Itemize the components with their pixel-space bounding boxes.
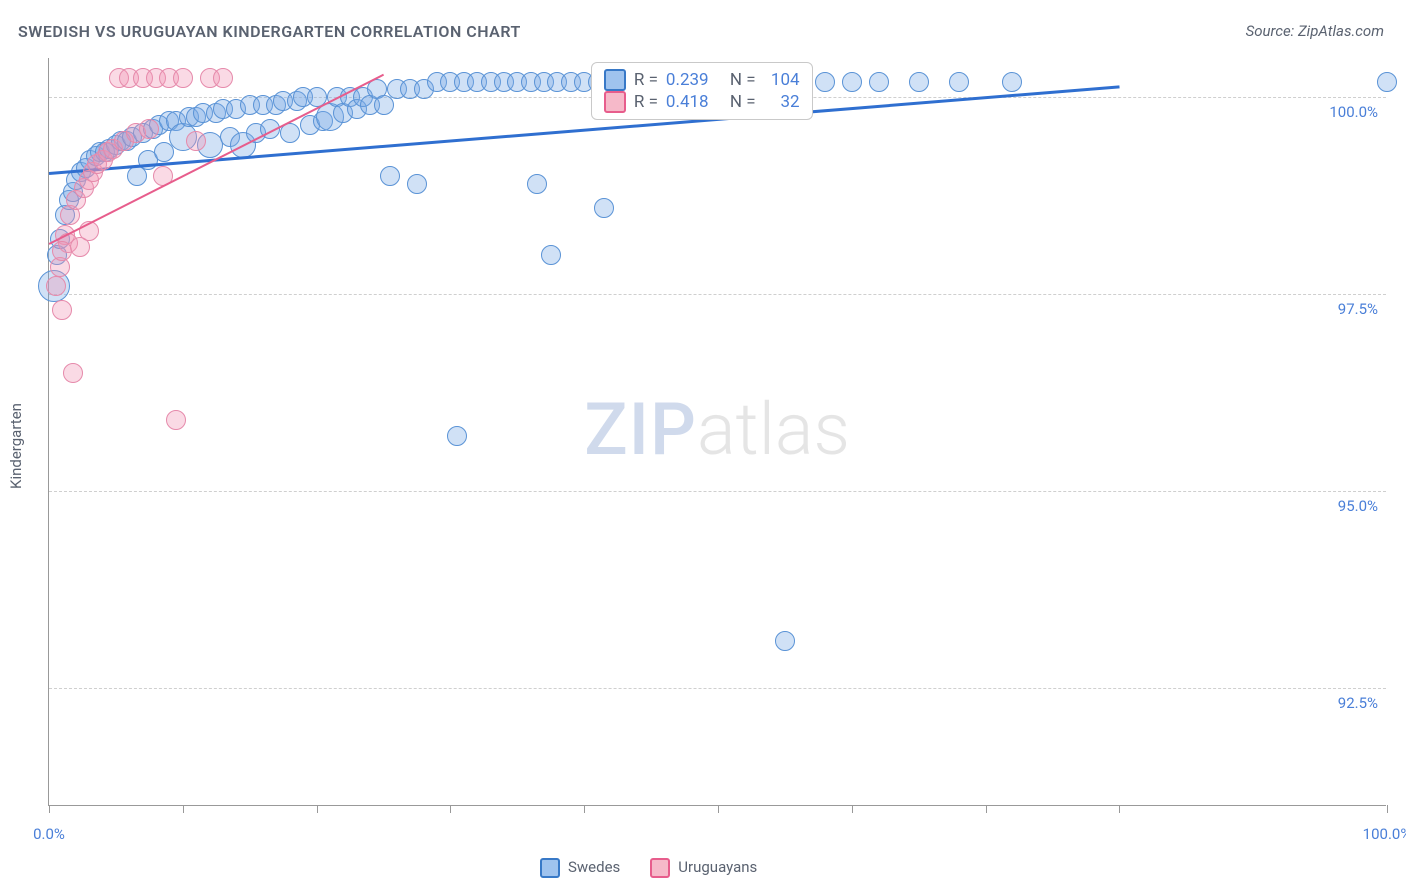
n-value: 104 — [764, 70, 800, 90]
x-tick — [852, 805, 853, 813]
gridline — [49, 491, 1386, 492]
n-label: N = — [730, 70, 756, 90]
data-point — [186, 131, 206, 151]
data-point — [173, 68, 193, 88]
legend-swatch — [604, 69, 626, 91]
data-point — [815, 72, 835, 92]
x-tick — [183, 805, 184, 813]
data-point — [1002, 72, 1022, 92]
gridline — [49, 294, 1386, 295]
bottom-legend-item: Swedes — [540, 858, 620, 878]
data-point — [775, 631, 795, 651]
data-point — [166, 410, 186, 430]
stats-legend-row: R = 0.239 N = 104 — [604, 69, 800, 91]
legend-label: Uruguayans — [678, 858, 757, 876]
y-tick-label: 92.5% — [1338, 694, 1378, 712]
data-point — [949, 72, 969, 92]
data-point — [447, 426, 467, 446]
y-tick-label: 97.5% — [1338, 300, 1378, 318]
data-point — [374, 95, 394, 115]
data-point — [842, 72, 862, 92]
stats-legend-row: R = 0.418 N = 32 — [604, 91, 800, 113]
x-tick-label-max: 100.0% — [1363, 825, 1406, 843]
data-point — [407, 174, 427, 194]
x-tick — [584, 805, 585, 813]
legend-swatch — [604, 91, 626, 113]
y-tick-label: 95.0% — [1338, 497, 1378, 515]
data-point — [46, 276, 66, 296]
data-point — [380, 166, 400, 186]
chart-title: SWEDISH VS URUGUAYAN KINDERGARTEN CORREL… — [18, 22, 521, 41]
x-tick — [1119, 805, 1120, 813]
legend-swatch — [540, 858, 560, 878]
y-tick-label: 100.0% — [1329, 103, 1378, 121]
gridline — [49, 688, 1386, 689]
y-axis-label: Kindergarten — [7, 403, 25, 489]
n-label: N = — [730, 92, 756, 112]
legend-swatch — [650, 858, 670, 878]
x-tick — [718, 805, 719, 813]
x-tick — [450, 805, 451, 813]
data-point — [52, 300, 72, 320]
data-point — [1377, 72, 1397, 92]
x-tick-label-min: 0.0% — [33, 825, 65, 843]
n-value: 32 — [764, 92, 800, 112]
data-point — [527, 174, 547, 194]
r-label: R = — [634, 92, 658, 112]
source-attribution: Source: ZipAtlas.com — [1246, 22, 1384, 40]
r-value: 0.239 — [666, 70, 722, 90]
data-point — [213, 68, 233, 88]
r-value: 0.418 — [666, 92, 722, 112]
x-tick — [49, 805, 50, 813]
data-point — [869, 72, 889, 92]
bottom-legend: Swedes Uruguayans — [540, 858, 757, 878]
plot-area: 92.5%95.0%97.5%100.0%0.0%100.0%ZIPatlasR… — [48, 58, 1386, 806]
bottom-legend-item: Uruguayans — [650, 858, 757, 878]
x-tick — [317, 805, 318, 813]
x-tick — [1387, 805, 1388, 813]
data-point — [139, 119, 159, 139]
stats-legend: R = 0.239 N = 104 R = 0.418 N = 32 — [591, 62, 813, 120]
x-tick — [986, 805, 987, 813]
data-point — [594, 198, 614, 218]
data-point — [63, 363, 83, 383]
data-point — [541, 245, 561, 265]
data-point — [909, 72, 929, 92]
r-label: R = — [634, 70, 658, 90]
legend-label: Swedes — [568, 858, 620, 876]
watermark: ZIPatlas — [584, 387, 850, 472]
